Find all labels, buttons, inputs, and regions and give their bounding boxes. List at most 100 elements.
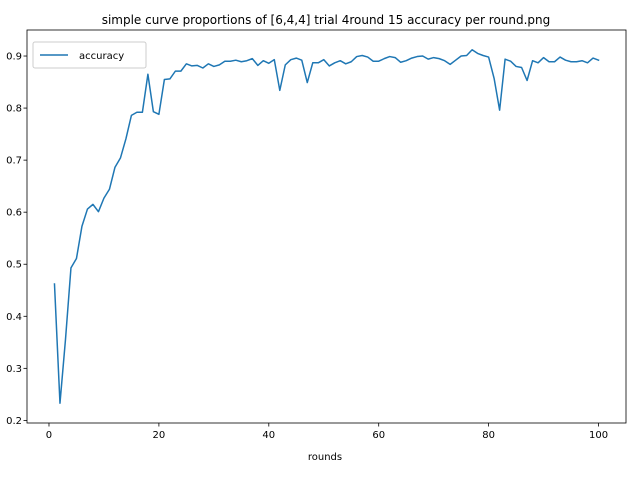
data-point <box>307 82 308 83</box>
data-point <box>334 62 335 63</box>
data-point <box>356 56 357 57</box>
data-point <box>395 57 396 58</box>
data-point <box>367 56 368 57</box>
data-point <box>274 59 275 60</box>
data-point <box>81 226 82 227</box>
data-point <box>389 56 390 57</box>
data-point <box>263 60 264 61</box>
data-point <box>197 65 198 66</box>
data-point <box>488 56 489 57</box>
data-point <box>219 64 220 65</box>
x-tick-label: 80 <box>482 430 495 441</box>
data-point <box>109 189 110 190</box>
data-point <box>246 60 247 61</box>
y-tick-label: 0.2 <box>6 416 22 427</box>
y-tick-label: 0.7 <box>6 156 22 167</box>
data-point <box>136 112 137 113</box>
x-axis-ticks: 0 20 40 60 80 100 <box>46 423 608 441</box>
data-point <box>59 403 60 404</box>
data-point <box>483 55 484 56</box>
data-point <box>114 167 115 168</box>
data-point <box>98 211 99 212</box>
data-point <box>378 61 379 62</box>
data-point <box>543 57 544 58</box>
data-point <box>345 63 346 64</box>
data-point <box>351 61 352 62</box>
data-point <box>422 55 423 56</box>
data-point <box>384 58 385 59</box>
data-point <box>153 111 154 112</box>
data-point <box>252 58 253 59</box>
data-point <box>65 339 66 340</box>
data-point <box>576 61 577 62</box>
data-point <box>87 208 88 209</box>
data-point <box>329 65 330 66</box>
series-line-accuracy <box>53 49 600 404</box>
data-point <box>598 60 599 61</box>
data-point <box>417 56 418 57</box>
data-point <box>213 66 214 67</box>
data-point <box>466 55 467 56</box>
data-point <box>125 138 126 139</box>
data-point <box>257 65 258 66</box>
data-point <box>587 62 588 63</box>
data-point <box>312 62 313 63</box>
data-point <box>285 64 286 65</box>
data-point <box>565 60 566 61</box>
data-point <box>164 79 165 80</box>
data-point <box>296 58 297 59</box>
data-point <box>241 61 242 62</box>
data-point <box>521 67 522 68</box>
data-point <box>70 267 71 268</box>
y-tick-label: 0.5 <box>6 260 22 271</box>
data-point <box>532 60 533 61</box>
y-axis-ticks: 0.2 0.3 0.4 0.5 0.6 0.7 0.8 0.9 <box>6 52 27 427</box>
y-tick-label: 0.3 <box>6 364 22 375</box>
data-point <box>559 56 560 57</box>
data-point <box>537 62 538 63</box>
data-point <box>191 65 192 66</box>
data-point <box>450 64 451 65</box>
y-tick-label: 0.6 <box>6 208 22 219</box>
data-point <box>186 63 187 64</box>
data-point <box>318 62 319 63</box>
data-point <box>411 58 412 59</box>
legend-label-accuracy: accuracy <box>79 51 124 62</box>
data-point <box>142 112 143 113</box>
data-point <box>499 110 500 111</box>
x-tick-label: 40 <box>262 430 275 441</box>
data-point <box>158 114 159 115</box>
data-point <box>461 55 462 56</box>
data-point <box>554 61 555 62</box>
chart-title: simple curve proportions of [6,4,4] tria… <box>102 13 551 27</box>
x-axis-label: rounds <box>308 452 342 463</box>
data-point <box>169 78 170 79</box>
data-point <box>103 198 104 199</box>
data-point <box>323 59 324 60</box>
data-point <box>505 59 506 60</box>
data-point <box>340 60 341 61</box>
x-tick-label: 60 <box>372 430 385 441</box>
data-point <box>208 63 209 64</box>
plot-area <box>26 29 627 424</box>
data-point <box>515 66 516 67</box>
data-point <box>581 60 582 61</box>
data-point <box>202 67 203 68</box>
data-point <box>592 58 593 59</box>
data-point <box>428 59 429 60</box>
data-point <box>400 62 401 63</box>
data-point <box>548 61 549 62</box>
data-point <box>235 60 236 61</box>
data-point <box>455 60 456 61</box>
x-tick-label: 0 <box>46 430 52 441</box>
data-point <box>362 55 363 56</box>
data-point <box>477 53 478 54</box>
data-point <box>76 258 77 259</box>
data-point <box>301 60 302 61</box>
x-tick-label: 20 <box>153 430 166 441</box>
data-point <box>180 71 181 72</box>
data-point <box>290 59 291 60</box>
y-tick-label: 0.8 <box>6 104 22 115</box>
